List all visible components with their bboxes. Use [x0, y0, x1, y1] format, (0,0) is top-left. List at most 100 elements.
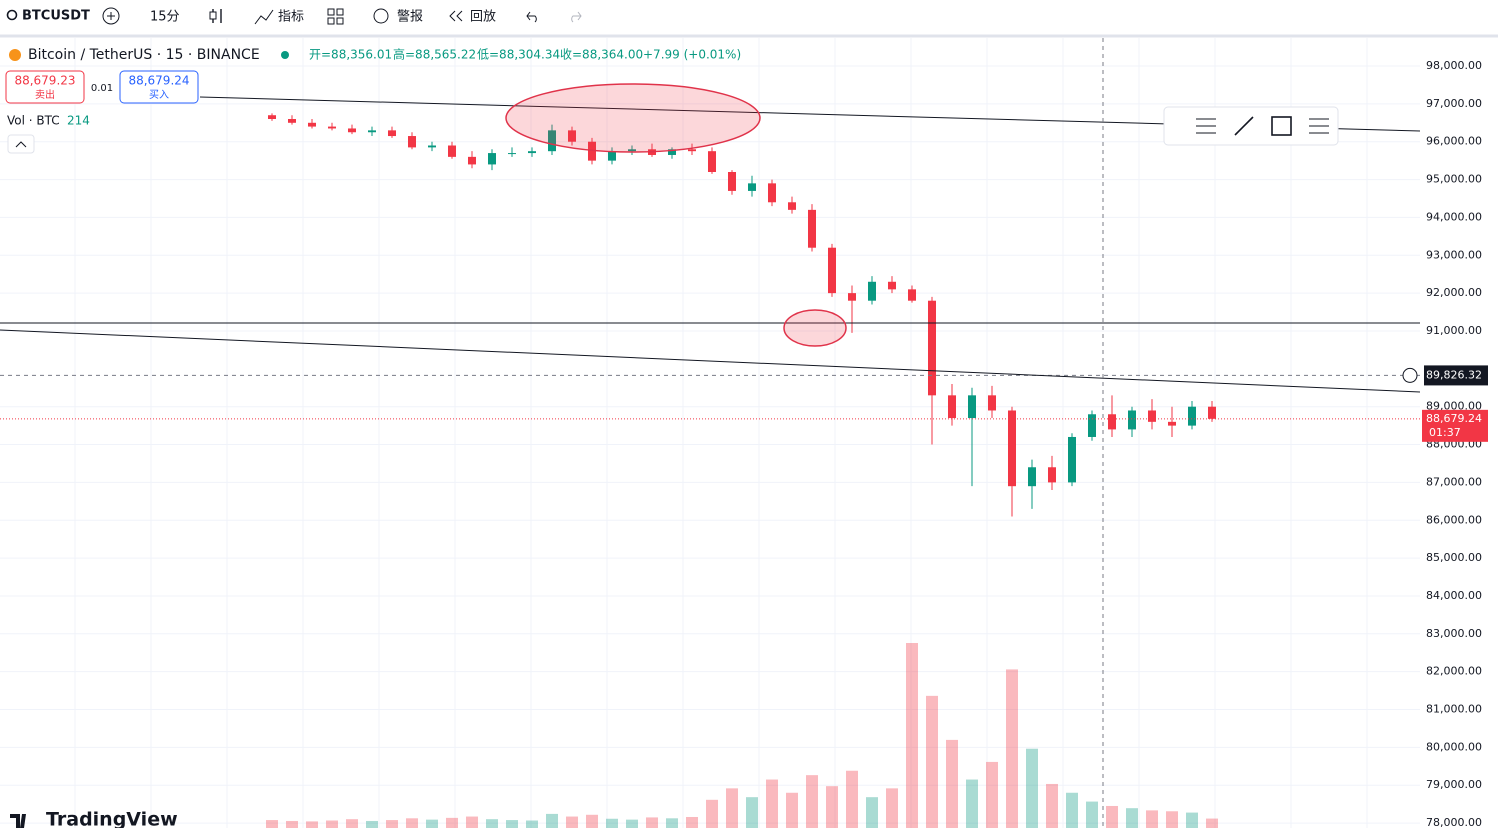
- candle-body: [968, 395, 976, 419]
- buy-button[interactable]: [119, 70, 199, 104]
- candle-body: [428, 145, 436, 148]
- candle-body: [688, 149, 696, 152]
- undo[interactable]: [526, 11, 537, 23]
- volume-bar: [966, 779, 978, 828]
- brand-logo: [10, 814, 26, 828]
- y-tick-label: 94,000.00: [1426, 210, 1482, 223]
- volume-bar: [406, 818, 418, 828]
- volume-bar: [866, 797, 878, 828]
- volume-bar: [566, 816, 578, 828]
- last-price-box: [1422, 409, 1488, 442]
- sell-label: 卖出: [35, 88, 55, 101]
- candle-body: [1168, 421, 1176, 426]
- rect-tool[interactable]: [1271, 116, 1292, 136]
- volume-bar: [1126, 808, 1138, 828]
- y-tick-label: 86,000.00: [1426, 513, 1482, 526]
- candle-body: [608, 151, 616, 161]
- volume-bar: [826, 786, 838, 828]
- y-tick-label: 85,000.00: [1426, 551, 1482, 564]
- volume-bar: [686, 816, 698, 828]
- coin-icon: [9, 49, 21, 61]
- trendline[interactable]: [0, 329, 1421, 393]
- volume-bar: [546, 813, 558, 828]
- volume-bar: [706, 799, 718, 828]
- volume-bar: [906, 643, 918, 828]
- volume-bar: [946, 739, 958, 828]
- y-tick-label: 83,000.00: [1426, 627, 1482, 640]
- candle-body: [788, 202, 796, 210]
- candle-body: [568, 130, 576, 142]
- symbol[interactable]: BTCUSDT: [22, 9, 90, 24]
- volume-bar: [446, 817, 458, 828]
- volume-bar: [1206, 818, 1218, 828]
- candle-body: [448, 145, 456, 157]
- replay[interactable]: 回放: [470, 10, 496, 25]
- y-tick-label: 92,000.00: [1426, 286, 1482, 299]
- volume-bar: [1006, 669, 1018, 828]
- candle-body: [488, 153, 496, 165]
- candle-icon: [209, 11, 217, 20]
- candle-body: [1148, 410, 1156, 422]
- volume-bar: [1166, 811, 1178, 828]
- layout-icon: [327, 17, 335, 25]
- candle-body: [808, 209, 816, 248]
- interval[interactable]: 15分: [150, 10, 180, 25]
- buy-label: 买入: [149, 89, 169, 101]
- volume-bar: [386, 820, 398, 828]
- candle-body: [728, 172, 736, 191]
- layout-icon[interactable]: [327, 8, 335, 16]
- volume-bar: [806, 775, 818, 828]
- volume-bar: [326, 820, 338, 828]
- search-icon[interactable]: [6, 9, 18, 21]
- volume-bar: [746, 797, 758, 828]
- crosshair-price: 89,826.32: [1426, 368, 1482, 381]
- line-tool[interactable]: [1234, 116, 1254, 136]
- series-title: Bitcoin / TetherUS · 15 · BINANCE: [28, 47, 260, 63]
- candle-body: [288, 119, 296, 123]
- candle-body: [408, 136, 416, 148]
- alerts[interactable]: 警报: [397, 9, 423, 25]
- sell-price: 88,679.23: [14, 74, 75, 88]
- volume-bar: [666, 818, 678, 828]
- candle-body: [388, 130, 396, 137]
- candle-body: [988, 395, 996, 411]
- volume-bar: [926, 695, 938, 828]
- candle-body: [1088, 414, 1096, 437]
- candle-body: [1048, 467, 1056, 483]
- last-price: 88,679.24: [1426, 412, 1482, 425]
- indicators[interactable]: 指标: [278, 10, 304, 25]
- volume-bar: [626, 819, 638, 828]
- ohlc-high: 高=88,565.22: [393, 47, 476, 62]
- y-tick-label: 84,000.00: [1426, 589, 1482, 602]
- collapse-icon: [15, 141, 27, 148]
- indicator-icon: [254, 9, 274, 25]
- volume-bar: [366, 820, 378, 828]
- candle-body: [1208, 406, 1216, 419]
- y-tick-label: 89,000.00: [1426, 400, 1482, 413]
- volume-bar: [506, 820, 518, 828]
- sell-button[interactable]: [5, 70, 85, 104]
- ellipse-drawing[interactable]: [505, 83, 761, 153]
- volume-bar: [846, 770, 858, 828]
- add-alert: [1402, 367, 1418, 383]
- add-symbol[interactable]: [102, 7, 120, 25]
- replay-icon: [449, 10, 463, 22]
- candle-body: [828, 247, 836, 294]
- y-tick-label: 82,000.00: [1426, 665, 1482, 678]
- crosshair-price-box: [1424, 365, 1488, 386]
- ellipse-drawing[interactable]: [783, 309, 847, 347]
- volume-bar: [586, 814, 598, 828]
- volume-bar: [346, 819, 358, 828]
- candle-body: [368, 130, 376, 133]
- volume-bar: [306, 821, 318, 828]
- volume-bar: [786, 792, 798, 828]
- redo[interactable]: [571, 11, 582, 23]
- volume-bar: [1046, 783, 1058, 828]
- settings[interactable]: [1309, 118, 1329, 134]
- line-style[interactable]: [1196, 118, 1216, 134]
- collapse-button[interactable]: [7, 134, 35, 154]
- y-tick-label: 81,000.00: [1426, 703, 1482, 716]
- candle-body: [1008, 410, 1016, 487]
- ohlc-low: 低=88,304.34: [477, 48, 560, 62]
